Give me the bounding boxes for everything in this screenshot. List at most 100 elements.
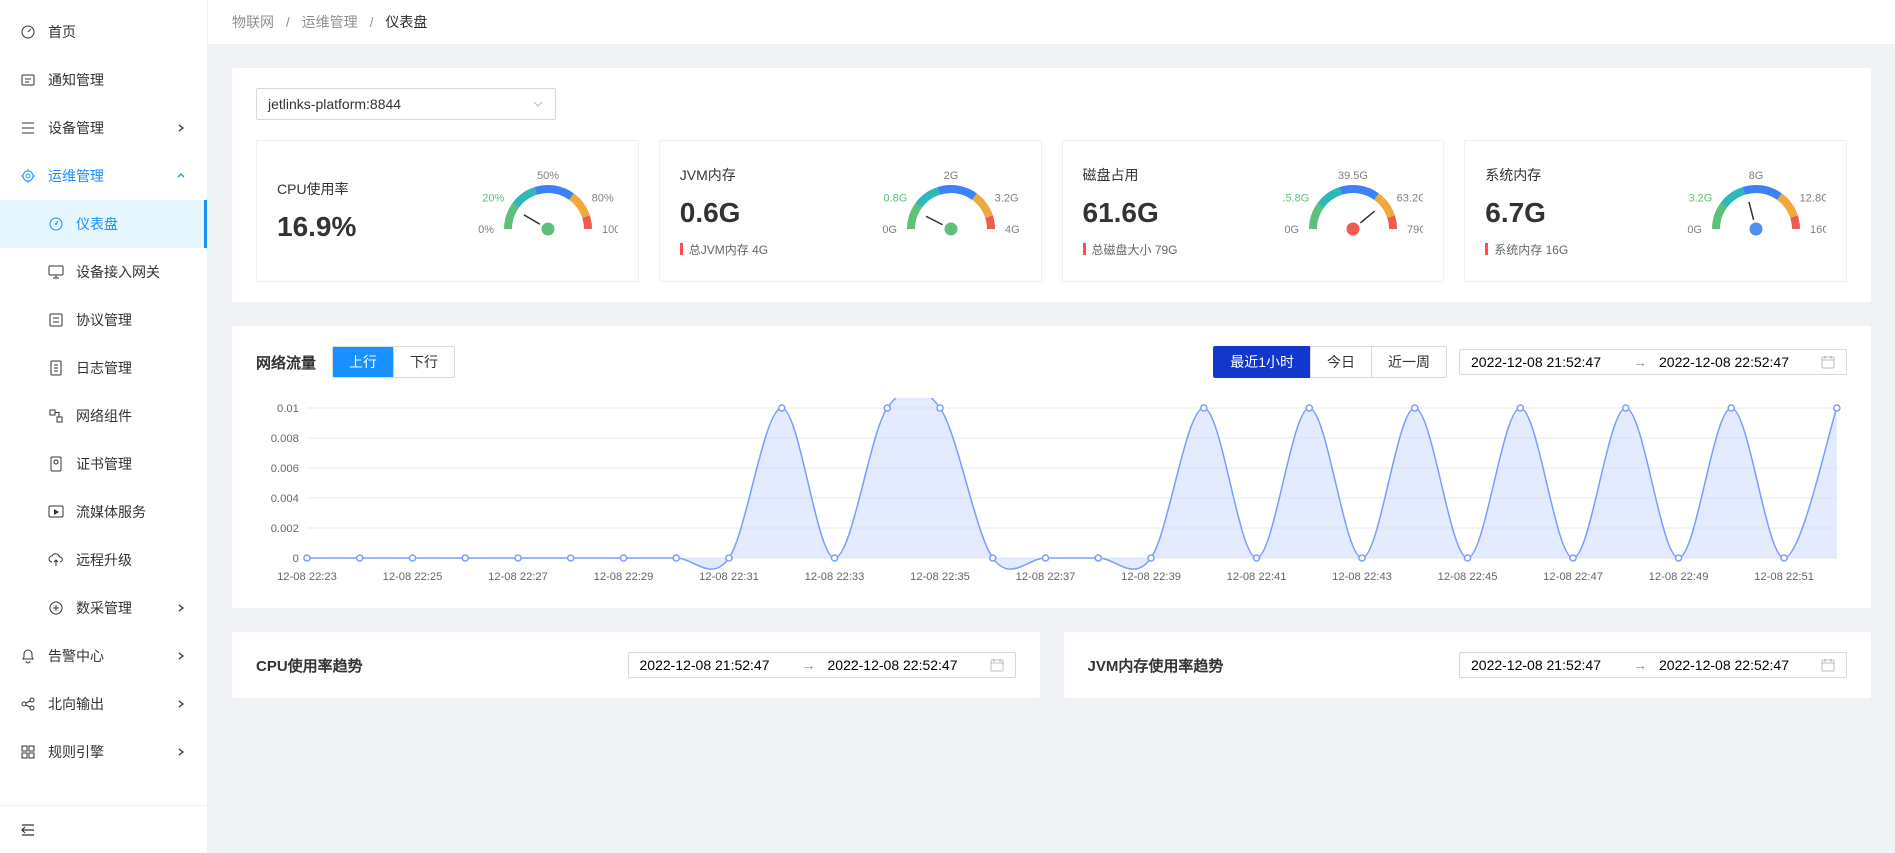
nav-label: 数采管理 <box>76 598 175 618</box>
svg-text:0.002: 0.002 <box>271 523 299 535</box>
mark-icon <box>680 243 683 255</box>
direction-radio-group: 上行下行 <box>332 346 455 378</box>
instance-selector[interactable]: jetlinks-platform:8844 <box>256 88 556 120</box>
mark-icon <box>1485 243 1488 255</box>
sidebar-subitem-3-6[interactable]: 流媒体服务 <box>0 488 207 536</box>
traffic-chart: 00.0020.0040.0060.0080.0112-08 22:2312-0… <box>256 398 1847 588</box>
range-2[interactable]: 近一周 <box>1371 346 1447 378</box>
trend-date-start[interactable] <box>1471 657 1621 673</box>
svg-text:15.8G: 15.8G <box>1283 192 1309 204</box>
dashboard-icon <box>20 24 36 40</box>
nav-label: 协议管理 <box>76 310 187 330</box>
svg-text:0%: 0% <box>478 224 494 236</box>
gauge-value: 61.6G <box>1083 197 1178 229</box>
svg-text:16G: 16G <box>1810 224 1826 236</box>
nav-label: 证书管理 <box>76 454 187 474</box>
selector-value: jetlinks-platform:8844 <box>268 96 401 112</box>
svg-text:0G: 0G <box>1285 224 1300 236</box>
gauge-chart: 0G0.8G2G3.2G4G <box>881 161 1021 261</box>
trend-date-range-1[interactable]: → <box>1459 652 1847 678</box>
svg-text:0.004: 0.004 <box>271 493 299 505</box>
nav-label: 仪表盘 <box>76 214 187 234</box>
gauge-sub: 总磁盘大小 79G <box>1083 241 1178 258</box>
arrow-right-icon: → <box>1633 657 1647 673</box>
sidebar-item-4[interactable]: 告警中心 <box>0 632 207 680</box>
svg-text:0G: 0G <box>882 224 897 236</box>
gauge-icon <box>48 216 64 232</box>
svg-text:12-08 22:33: 12-08 22:33 <box>805 571 865 583</box>
gauge-title: 系统内存 <box>1485 165 1568 185</box>
svg-text:12-08 22:25: 12-08 22:25 <box>383 571 443 583</box>
share-icon <box>20 696 36 712</box>
svg-text:39.5G: 39.5G <box>1338 170 1368 182</box>
gauge-card-2: 磁盘占用 61.6G 总磁盘大小 79G 0G15.8G39.5G63.2G79… <box>1062 140 1445 282</box>
nav-label: 告警中心 <box>48 646 175 666</box>
settings-icon <box>20 168 36 184</box>
svg-text:0G: 0G <box>1687 224 1702 236</box>
nav-label: 流媒体服务 <box>76 502 187 522</box>
trend-date-end[interactable] <box>828 657 978 673</box>
sidebar-subitem-3-2[interactable]: 协议管理 <box>0 296 207 344</box>
svg-text:12-08 22:31: 12-08 22:31 <box>699 571 759 583</box>
gauge-title: CPU使用率 <box>277 179 356 199</box>
trend-date-range-0[interactable]: → <box>628 652 1016 678</box>
gauge-value: 16.9% <box>277 211 356 243</box>
monitor-icon <box>48 264 64 280</box>
traffic-title: 网络流量 <box>256 352 316 373</box>
nav-label: 规则引擎 <box>48 742 175 762</box>
mark-icon <box>1083 243 1086 255</box>
breadcrumb-item[interactable]: 物联网 <box>232 14 274 30</box>
sidebar-collapse[interactable] <box>0 805 207 853</box>
sidebar-item-1[interactable]: 通知管理 <box>0 56 207 104</box>
breadcrumb-item[interactable]: 运维管理 <box>302 14 358 30</box>
cloud-upload-icon <box>48 552 64 568</box>
network-icon <box>48 408 64 424</box>
data-icon <box>48 600 64 616</box>
sidebar-subitem-3-1[interactable]: 设备接入网关 <box>0 248 207 296</box>
nav-label: 设备管理 <box>48 118 175 138</box>
main: 物联网 / 运维管理 / 仪表盘 jetlinks-platform:8844 … <box>208 0 1895 853</box>
nav-label: 运维管理 <box>48 166 175 186</box>
gauge-title: 磁盘占用 <box>1083 165 1178 185</box>
chevron-icon <box>175 746 187 758</box>
sidebar-subitem-3-4[interactable]: 网络组件 <box>0 392 207 440</box>
sidebar-item-0[interactable]: 首页 <box>0 8 207 56</box>
svg-text:3.2G: 3.2G <box>994 192 1018 204</box>
chevron-icon <box>175 698 187 710</box>
range-1[interactable]: 今日 <box>1310 346 1372 378</box>
trend-date-end[interactable] <box>1659 657 1809 673</box>
sidebar-subitem-3-5[interactable]: 证书管理 <box>0 440 207 488</box>
sidebar-subitem-3-3[interactable]: 日志管理 <box>0 344 207 392</box>
direction-0[interactable]: 上行 <box>333 347 394 377</box>
direction-1[interactable]: 下行 <box>394 347 454 377</box>
sidebar-subitem-3-7[interactable]: 远程升级 <box>0 536 207 584</box>
sidebar-item-6[interactable]: 规则引擎 <box>0 728 207 776</box>
date-start-input[interactable] <box>1471 354 1621 370</box>
chevron-icon <box>175 122 187 134</box>
svg-text:63.2G: 63.2G <box>1397 192 1423 204</box>
trend-date-start[interactable] <box>640 657 790 673</box>
sidebar-subitem-3-8[interactable]: 数采管理 <box>0 584 207 632</box>
calendar-icon <box>1821 658 1835 672</box>
sidebar-subitem-3-0[interactable]: 仪表盘 <box>0 200 207 248</box>
date-range-picker[interactable]: → <box>1459 349 1847 375</box>
sidebar-item-2[interactable]: 设备管理 <box>0 104 207 152</box>
gauge-chart: 0G3.2G8G12.8G16G <box>1686 161 1826 261</box>
range-group: 最近1小时今日近一周 <box>1213 346 1447 378</box>
svg-text:8G: 8G <box>1749 170 1764 182</box>
svg-text:12-08 22:29: 12-08 22:29 <box>594 571 654 583</box>
svg-text:80%: 80% <box>591 192 613 204</box>
cert-icon <box>48 456 64 472</box>
date-end-input[interactable] <box>1659 354 1809 370</box>
svg-text:0.8G: 0.8G <box>883 192 907 204</box>
sidebar-item-5[interactable]: 北向输出 <box>0 680 207 728</box>
svg-text:12-08 22:41: 12-08 22:41 <box>1227 571 1287 583</box>
trend-title: CPU使用率趋势 <box>256 655 363 676</box>
svg-text:4G: 4G <box>1005 224 1020 236</box>
range-0[interactable]: 最近1小时 <box>1213 346 1311 378</box>
bell-icon <box>20 648 36 664</box>
traffic-card: 网络流量 上行下行 最近1小时今日近一周 → <box>232 326 1871 608</box>
gauge-value: 6.7G <box>1485 197 1568 229</box>
calendar-icon <box>990 658 1004 672</box>
sidebar-item-3[interactable]: 运维管理 <box>0 152 207 200</box>
